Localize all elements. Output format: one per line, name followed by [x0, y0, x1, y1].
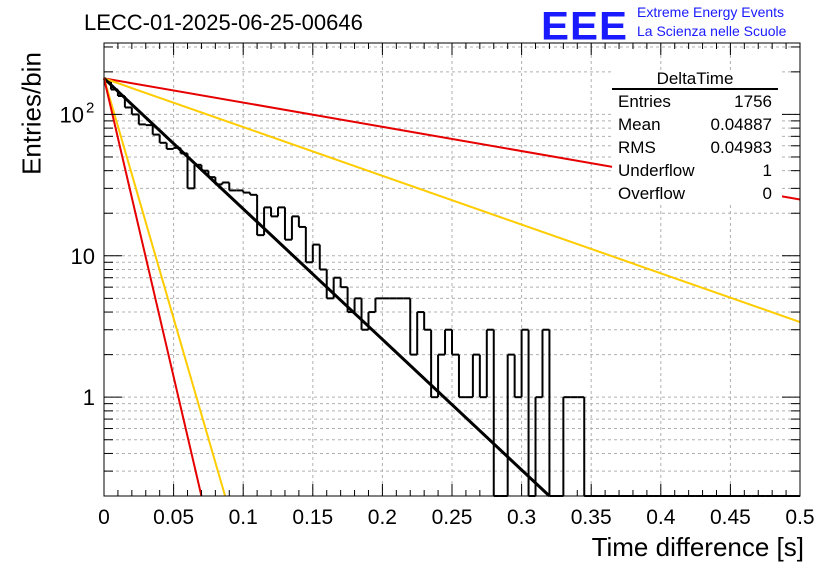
stats-label: Entries: [618, 92, 671, 111]
fit-curve: [102, 77, 551, 498]
stats-value: 0.04887: [710, 115, 772, 134]
plot-title: LECC-01-2025-06-25-00646: [84, 10, 363, 35]
x-tick-label: 0.2: [368, 506, 397, 529]
stats-label: Overflow: [618, 184, 686, 203]
stats-row: Entries 1756: [612, 90, 782, 113]
stats-label: RMS: [618, 138, 656, 157]
y-tick-label: 10: [71, 244, 95, 269]
fit-curves: [102, 77, 801, 498]
x-tick-label: 0.4: [646, 506, 676, 529]
stats-row: Mean 0.04887: [612, 113, 782, 136]
stats-value: 0.04983: [710, 138, 772, 157]
x-tick-label: 0.05: [153, 506, 194, 529]
x-tick-label: 0.3: [507, 506, 536, 529]
x-tick-label: 0: [98, 506, 110, 529]
x-tick-label: 0.5: [785, 506, 814, 529]
x-tick-label: 0.45: [710, 506, 751, 529]
fit-curve: [103, 78, 203, 497]
x-tick-label: 0.15: [292, 506, 333, 529]
stats-value: 1756: [734, 92, 772, 111]
stats-box: DeltaTime Entries 1756 Mean 0.04887 RMS 0.049…: [612, 70, 782, 205]
fit-curve: [103, 78, 227, 497]
stats-rows: Entries 1756 Mean 0.04887 RMS 0.04983 Underflo…: [612, 90, 782, 205]
y-tick-label: 10: [60, 102, 84, 127]
stats-row: Overflow 0: [612, 182, 782, 205]
x-axis: 0 0.05 0.1 0.15 0.2 0.25 0.3 0.35 0.4 0.45 0.5: [98, 43, 815, 529]
stats-label: Mean: [618, 115, 661, 134]
stats-row: Underflow 1: [612, 159, 782, 182]
fit-curve: [103, 77, 801, 323]
logo-line-2: La Scienza nelle Scuole: [637, 23, 787, 39]
stats-label: Underflow: [618, 161, 695, 180]
y-axis-label: Entries/bin: [16, 52, 47, 175]
x-tick-label: 0.1: [229, 506, 258, 529]
eee-logo: EEE: [541, 3, 629, 48]
y-tick-exponent: 2: [86, 99, 94, 116]
stats-title: DeltaTime: [612, 70, 778, 90]
logo-line-1: Extreme Energy Events: [637, 4, 785, 20]
stats-value: 0: [762, 184, 772, 203]
x-tick-label: 0.25: [432, 506, 473, 529]
stats-row: RMS 0.04983: [612, 136, 782, 159]
y-tick-label: 1: [83, 385, 95, 410]
stats-value: 1: [762, 161, 772, 180]
x-axis-label: Time difference [s]: [591, 532, 804, 562]
x-tick-label: 0.35: [571, 506, 612, 529]
